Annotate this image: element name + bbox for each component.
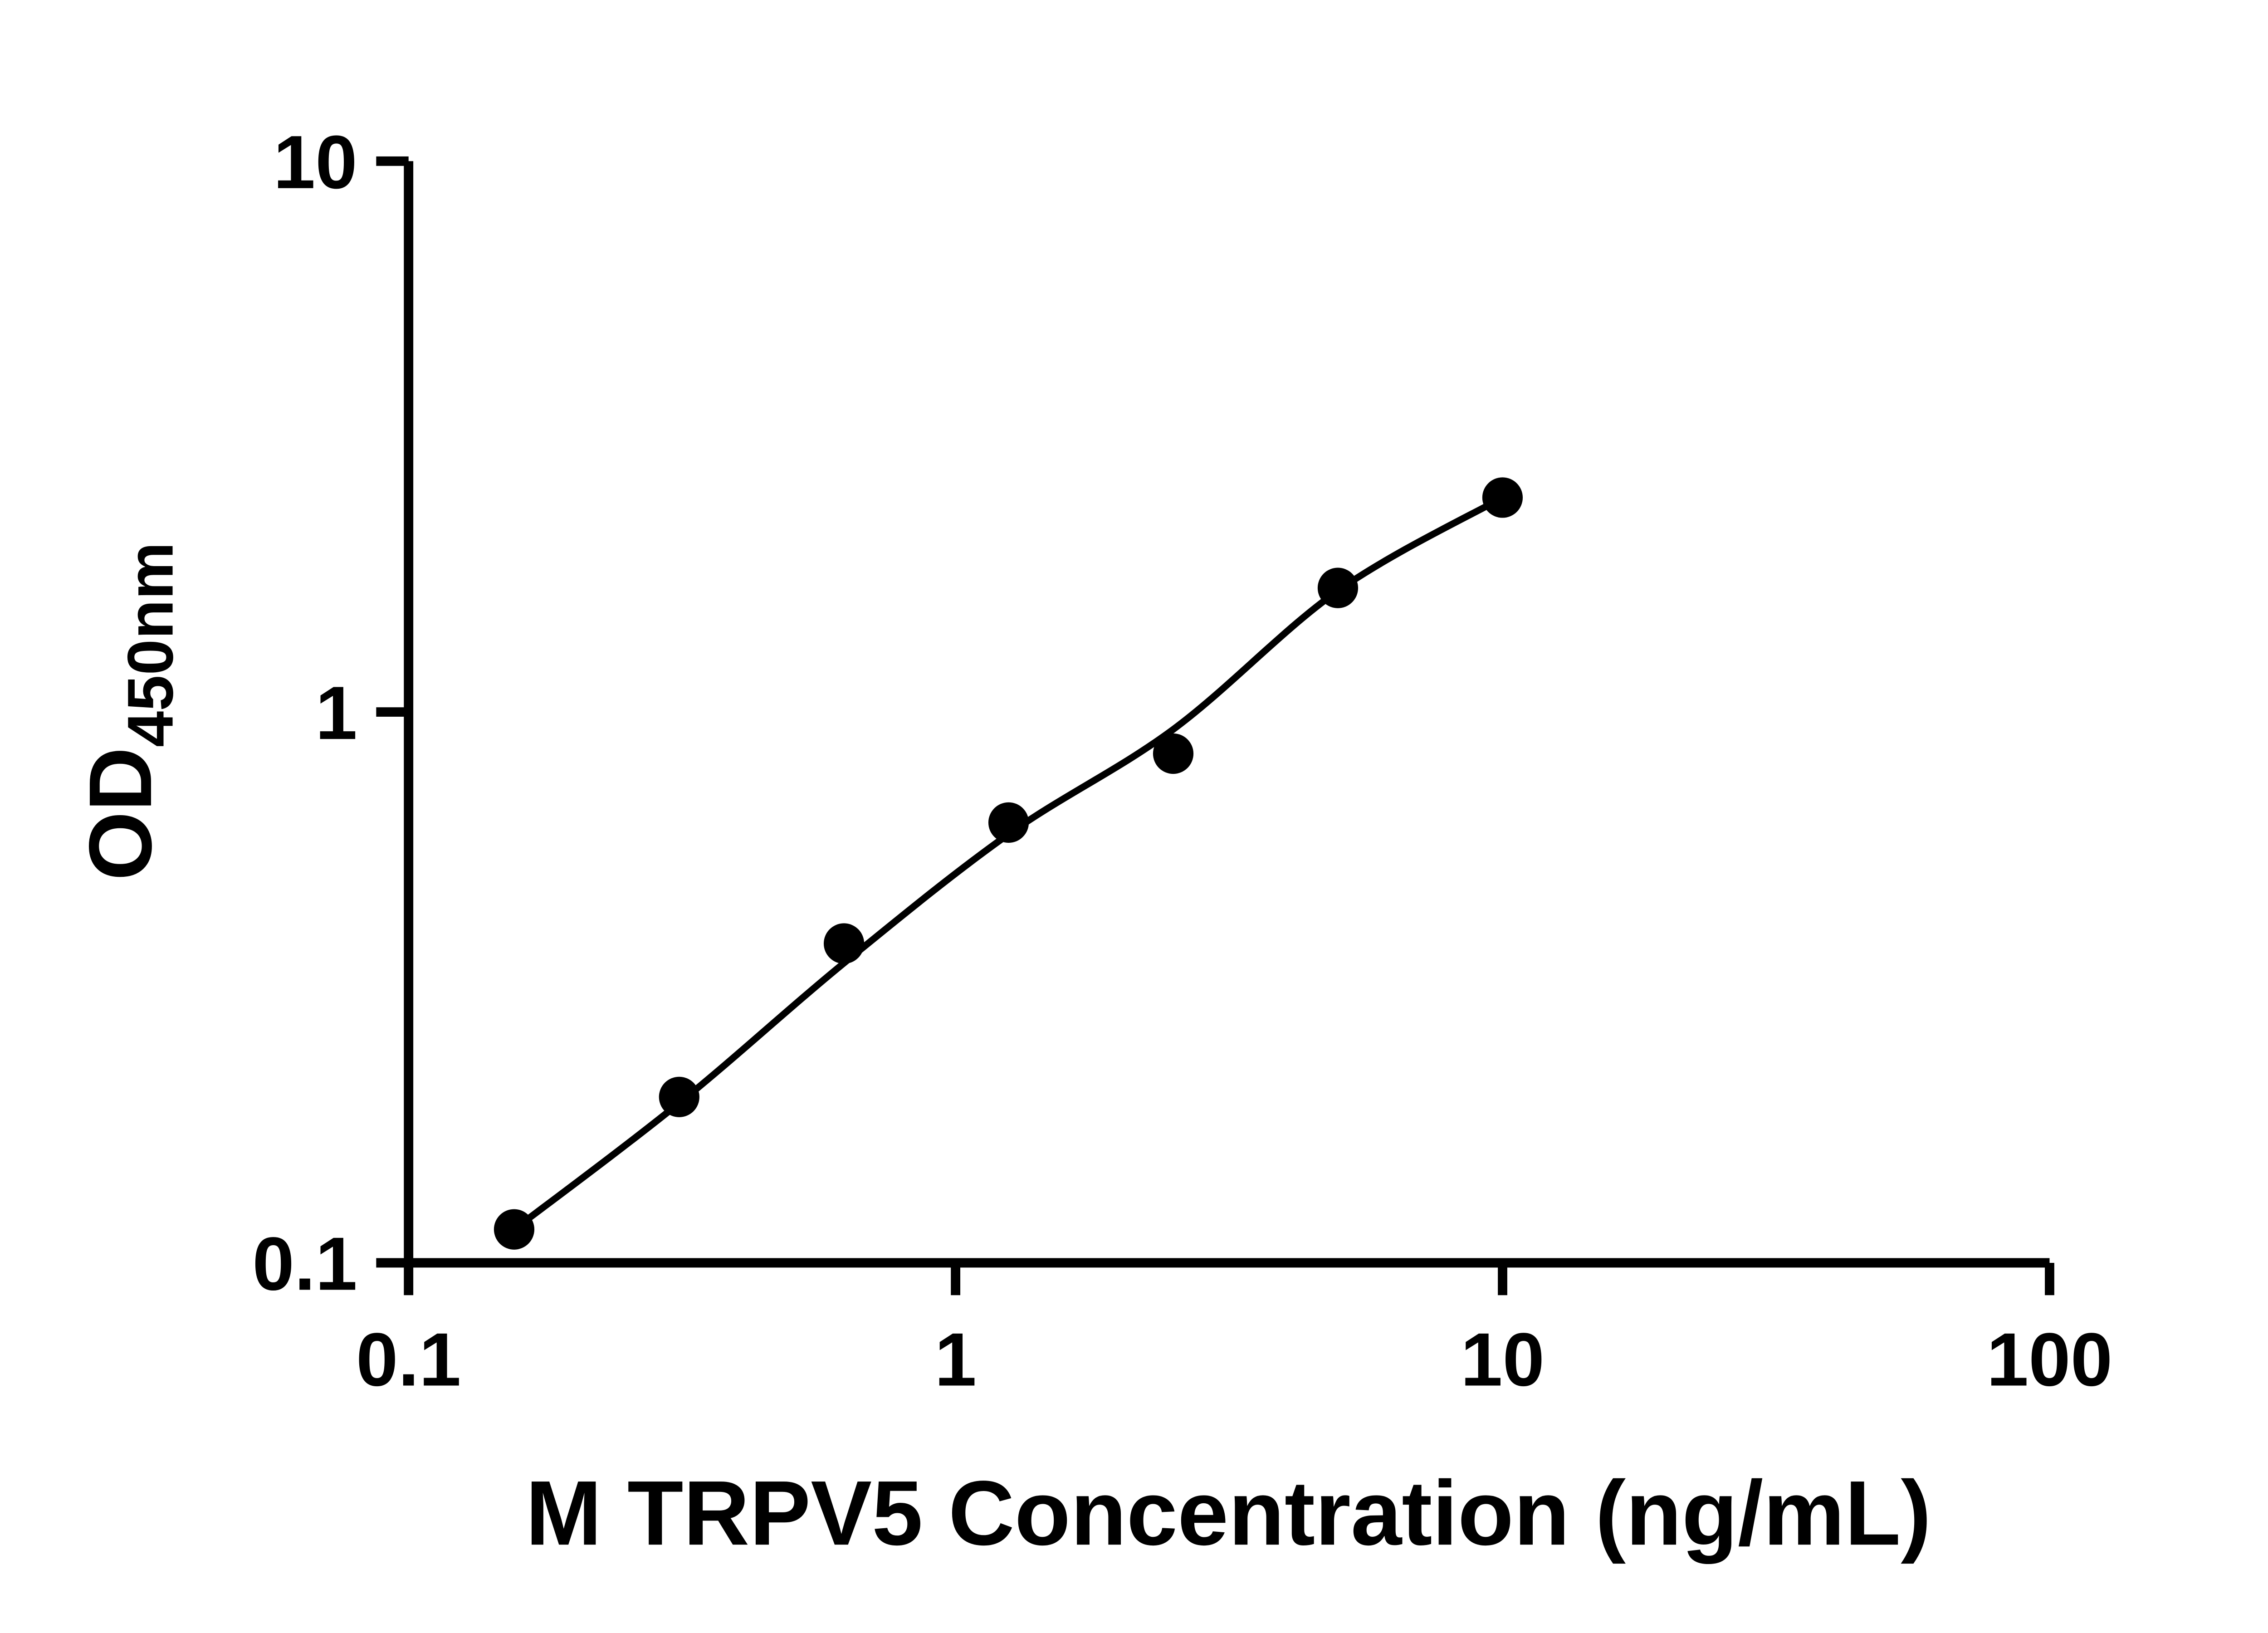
x-tick-label: 10 [1461, 1317, 1545, 1402]
data-point [823, 923, 865, 964]
y-tick-label: 10 [274, 120, 357, 205]
axes-group [404, 161, 2050, 1268]
axis-lines [404, 161, 2050, 1268]
data-point [1482, 477, 1523, 518]
y-tick-label: 1 [315, 671, 357, 755]
x-axis-title: M TRPV5 Concentration (ng/mL) [525, 1462, 1931, 1564]
plot-area: 0.1 1 10 100 0.1 1 10 [252, 120, 2112, 1402]
x-tick-label: 1 [934, 1317, 977, 1402]
data-point [1153, 733, 1194, 774]
y-tick-label: 0.1 [252, 1222, 357, 1306]
points-group [494, 477, 1523, 1250]
y-axis-title-main: OD [70, 747, 170, 880]
x-tick-label: 0.1 [356, 1317, 461, 1402]
y-axis-title-sub: 450nm [114, 542, 186, 747]
data-point [659, 1076, 699, 1117]
fit-curve-group [512, 494, 1505, 1232]
data-point [1317, 567, 1359, 608]
data-point [494, 1209, 535, 1250]
ticks-group: 0.1 1 10 100 0.1 1 10 [252, 120, 2112, 1402]
data-point [988, 802, 1029, 843]
y-axis-title: OD450nm [70, 542, 187, 880]
x-tick-label: 100 [1987, 1317, 2113, 1402]
fit-curve-line [512, 494, 1505, 1232]
